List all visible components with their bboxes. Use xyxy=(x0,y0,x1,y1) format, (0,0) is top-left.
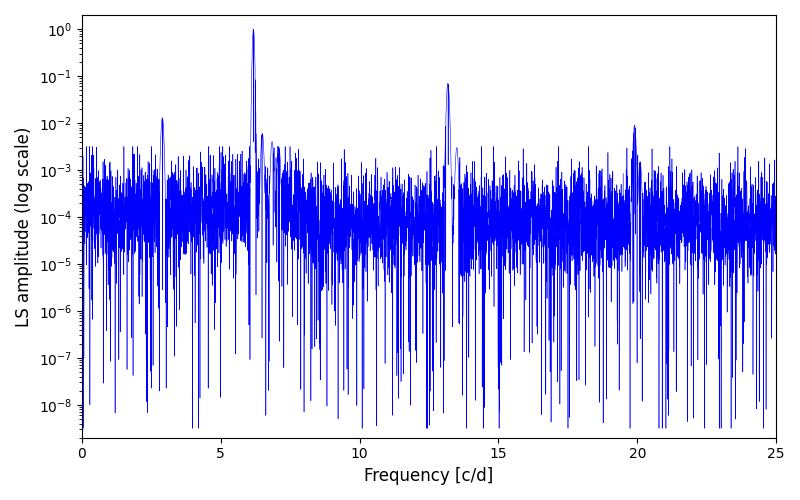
X-axis label: Frequency [c/d]: Frequency [c/d] xyxy=(364,467,494,485)
Y-axis label: LS amplitude (log scale): LS amplitude (log scale) xyxy=(15,126,33,326)
